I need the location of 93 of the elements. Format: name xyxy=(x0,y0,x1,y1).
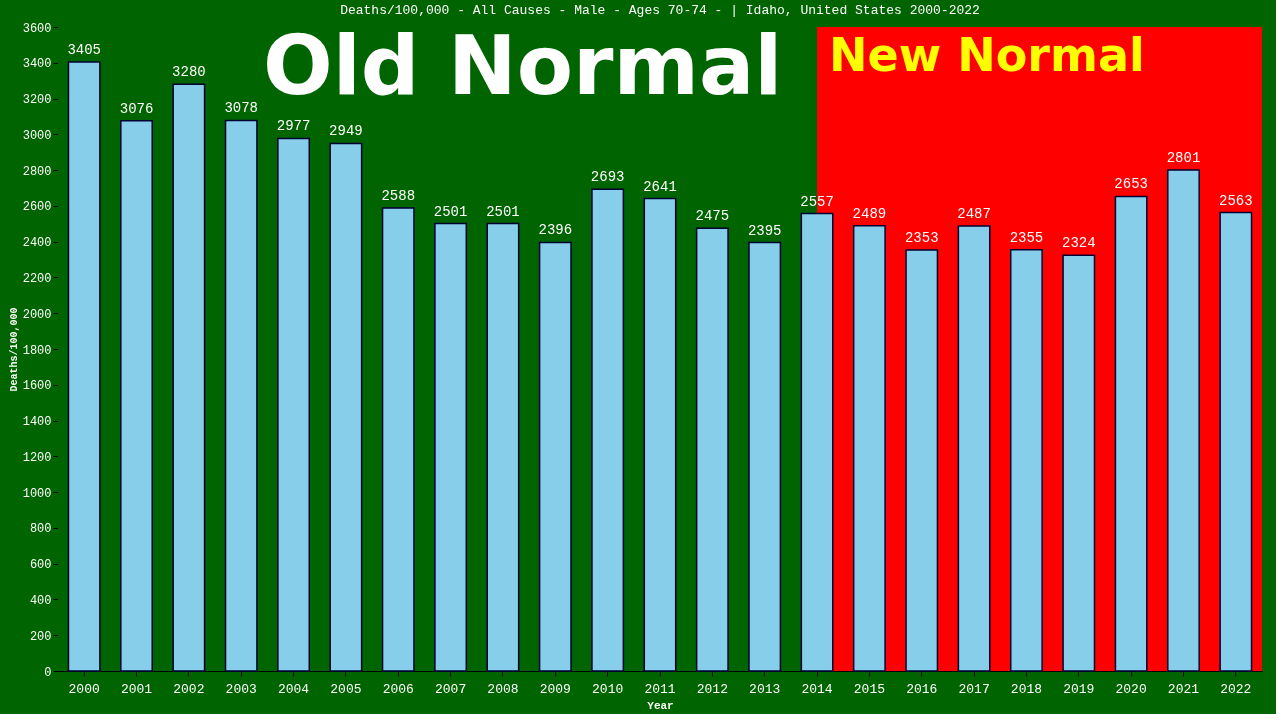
bar xyxy=(538,241,572,672)
x-tick-label: 2022 xyxy=(1220,681,1252,697)
x-tick-label: 2012 xyxy=(696,681,728,697)
data-label: 2977 xyxy=(276,118,311,135)
x-tick-label: 2019 xyxy=(1063,681,1095,697)
y-tick-label: 3200 xyxy=(22,93,52,108)
y-tick-label: 1400 xyxy=(22,415,52,430)
data-label: 2653 xyxy=(1114,176,1148,193)
x-axis-title: Year xyxy=(647,699,674,712)
data-label: 2355 xyxy=(1009,229,1044,246)
bar xyxy=(224,119,258,672)
x-tick-label: 2011 xyxy=(644,681,676,697)
x-tick-label: 2006 xyxy=(382,681,414,697)
data-label: 2353 xyxy=(904,230,939,247)
bar xyxy=(957,225,991,672)
y-axis-title: Deaths/100,000 xyxy=(8,307,20,392)
data-label: 3078 xyxy=(224,100,259,117)
y-tick-label: 2400 xyxy=(22,236,52,251)
y-tick-label: 600 xyxy=(29,558,52,573)
data-label: 2563 xyxy=(1219,192,1253,209)
x-tick-label: 2001 xyxy=(120,681,153,697)
x-tick-label: 2002 xyxy=(173,681,205,697)
bar xyxy=(591,188,625,672)
data-label: 2324 xyxy=(1061,235,1096,252)
bar xyxy=(852,225,886,672)
bar xyxy=(67,61,101,672)
bar xyxy=(120,119,153,672)
y-tick-label: 800 xyxy=(29,522,52,537)
y-tick-label: 1600 xyxy=(22,379,52,394)
bar xyxy=(329,142,363,672)
chart-title: Deaths/100,000 - All Causes - Male - Ages 70-74 - | Idaho, United States 2000-2022 xyxy=(340,3,980,18)
bar xyxy=(277,137,311,672)
data-label: 3405 xyxy=(67,41,101,58)
bar xyxy=(695,227,729,672)
x-tick-label: 2000 xyxy=(68,681,100,697)
y-tick-label: 1800 xyxy=(22,343,52,358)
x-tick-label: 2008 xyxy=(487,681,519,697)
data-label: 2396 xyxy=(538,222,573,239)
data-label: 3280 xyxy=(172,64,206,81)
x-tick-label: 2003 xyxy=(225,681,257,697)
bar xyxy=(172,83,206,672)
data-label: 2395 xyxy=(747,222,782,239)
bar xyxy=(1219,211,1253,672)
bar xyxy=(381,207,415,672)
x-tick-label: 2021 xyxy=(1167,681,1200,697)
data-label: 2501 xyxy=(433,203,468,220)
bar xyxy=(1167,169,1200,672)
y-tick-label: 0 xyxy=(44,665,52,680)
x-tick-label: 2017 xyxy=(958,681,990,697)
bar xyxy=(1114,195,1148,672)
x-tick-label: 2009 xyxy=(539,681,571,697)
bar xyxy=(748,241,782,672)
y-tick-label: 2200 xyxy=(22,271,52,286)
band-label: Old Normal xyxy=(263,18,783,113)
x-tick-label: 2010 xyxy=(592,681,624,697)
y-tick-label: 200 xyxy=(29,629,52,644)
x-tick-label: 2005 xyxy=(330,681,362,697)
y-tick-label: 3000 xyxy=(22,128,52,143)
data-label: 2641 xyxy=(643,178,677,195)
x-tick-label: 2013 xyxy=(749,681,781,697)
bar xyxy=(486,222,520,672)
y-tick-label: 2000 xyxy=(22,307,52,322)
data-label: 2475 xyxy=(695,208,730,225)
bar xyxy=(1009,248,1043,672)
x-tick-label: 2014 xyxy=(801,681,833,697)
data-label: 2693 xyxy=(590,169,625,186)
data-label: 2489 xyxy=(852,205,887,222)
band-label: New Normal xyxy=(829,28,1145,82)
data-label: 3076 xyxy=(119,100,154,117)
y-tick-label: 1200 xyxy=(22,450,52,465)
x-tick-label: 2007 xyxy=(435,681,467,697)
bar xyxy=(800,212,834,672)
bar xyxy=(905,249,939,672)
y-tick-label: 3600 xyxy=(22,21,52,36)
bar xyxy=(434,222,468,672)
x-tick-label: 2015 xyxy=(853,681,885,697)
bar xyxy=(643,197,677,672)
x-tick-label: 2018 xyxy=(1010,681,1043,697)
data-label: 2487 xyxy=(957,206,991,223)
data-label: 2557 xyxy=(800,193,834,210)
data-label: 2949 xyxy=(329,123,363,140)
x-tick-label: 2020 xyxy=(1115,681,1147,697)
y-tick-label: 400 xyxy=(29,593,52,608)
y-tick-label: 3400 xyxy=(22,57,52,72)
data-label: 2801 xyxy=(1166,149,1201,166)
x-tick-label: 2004 xyxy=(277,681,310,697)
y-tick-label: 2800 xyxy=(22,164,52,179)
x-tick-label: 2016 xyxy=(906,681,938,697)
data-label: 2588 xyxy=(381,188,416,205)
y-tick-label: 2600 xyxy=(22,200,52,215)
data-label: 2501 xyxy=(486,203,520,220)
bar xyxy=(1062,254,1096,672)
y-tick-label: 1000 xyxy=(22,486,52,501)
